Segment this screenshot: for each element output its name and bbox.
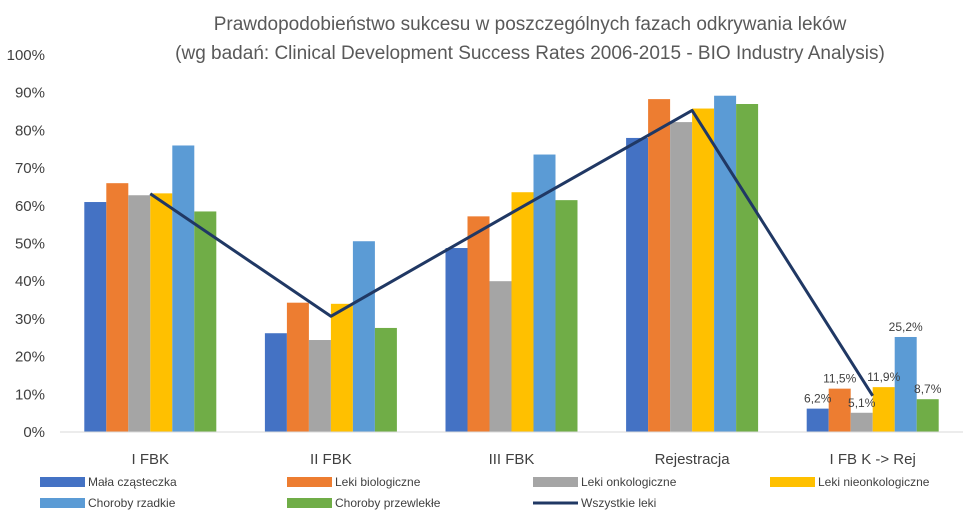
bar-choroby-przewlekle (736, 104, 759, 432)
all-drugs-line-layer (149, 108, 874, 397)
bar-choroby-rzadkie (533, 154, 556, 432)
legend-label: Wszystkie leki (581, 496, 656, 510)
bar-leki-onkologiczne (308, 340, 331, 432)
legend-label: Leki onkologiczne (581, 475, 677, 489)
y-tick-label: 90% (15, 85, 45, 102)
legend-label: Leki nieonkologiczne (818, 475, 930, 489)
bar-choroby-rzadkie (894, 336, 917, 432)
legend: Mała cząsteczka Leki biologiczne Leki onko… (40, 475, 930, 510)
data-label: 5,1% (848, 396, 876, 410)
bar-leki-biologiczne (828, 388, 851, 432)
y-tick-label: 30% (15, 311, 45, 328)
x-axis-categories: I FBK II FBK III FBK Rejestracja I FB K -> R… (132, 451, 916, 468)
legend-swatch (287, 477, 332, 487)
legend-label: Leki biologiczne (335, 475, 421, 489)
bar-leki-biologiczne (106, 183, 129, 432)
y-tick-label: 0% (23, 424, 45, 441)
chart-subtitle: (wg badań: Clinical Development Success … (175, 43, 885, 64)
x-category-label: I FB K -> Rej (830, 451, 916, 468)
y-tick-label: 80% (15, 122, 45, 139)
bar-leki-biologiczne (286, 302, 309, 432)
y-tick-label: 100% (7, 47, 45, 64)
bar-choroby-przewlekle (555, 200, 578, 432)
legend-item-leki-onkologiczne: Leki onkologiczne (533, 475, 677, 489)
legend-label: Mała cząsteczka (88, 475, 177, 489)
bar-mala-czasteczka (445, 248, 468, 432)
bar-choroby-przewlekle (194, 211, 217, 432)
legend-item-wszystkie-leki: Wszystkie leki (533, 496, 656, 510)
bar-leki-onkologiczne (850, 412, 873, 432)
bar-leki-nieonkologiczne (330, 303, 353, 432)
chart-title: Prawdopodobieństwo sukcesu w poszczególn… (214, 14, 847, 35)
bar-choroby-przewlekle (374, 327, 397, 432)
y-axis-ticks: 0% 10% 20% 30% 40% 50% 60% 70% 80% 90% 100% (7, 47, 45, 441)
data-label: 8,7% (914, 382, 942, 396)
data-label: 25,2% (889, 320, 923, 334)
bar-leki-onkologiczne (670, 122, 693, 432)
data-label: 11,5% (823, 372, 856, 386)
bar-choroby-rzadkie (352, 241, 375, 432)
y-tick-label: 20% (15, 349, 45, 366)
x-category-label: Rejestracja (655, 451, 731, 468)
x-category-label: III FBK (489, 451, 535, 468)
legend-item-choroby-rzadkie: Choroby rzadkie (40, 496, 176, 510)
legend-swatch (287, 498, 332, 508)
bar-leki-biologiczne (648, 99, 671, 432)
legend-item-leki-nieonkologiczne: Leki nieonkologiczne (770, 475, 930, 489)
bar-leki-nieonkologiczne (150, 193, 173, 432)
legend-item-choroby-przewlekle: Choroby przewlekłe (287, 496, 441, 510)
y-tick-label: 10% (15, 386, 45, 403)
bar-leki-nieonkologiczne (872, 387, 895, 432)
legend-swatch (40, 477, 85, 487)
bar-mala-czasteczka (84, 202, 107, 432)
bars (84, 95, 939, 433)
y-tick-label: 70% (15, 160, 45, 177)
legend-item-mala-czasteczka: Mała cząsteczka (40, 475, 177, 489)
bar-mala-czasteczka (626, 137, 649, 432)
bar-leki-onkologiczne (489, 281, 512, 432)
bar-mala-czasteczka (264, 333, 287, 432)
y-tick-label: 50% (15, 236, 45, 253)
bar-choroby-rzadkie (714, 95, 737, 432)
legend-label: Choroby przewlekłe (335, 496, 441, 510)
legend-label: Choroby rzadkie (88, 496, 176, 510)
bar-choroby-rzadkie (172, 145, 195, 433)
bar-leki-nieonkologiczne (511, 192, 534, 432)
legend-swatch (40, 498, 85, 508)
bar-leki-biologiczne (467, 216, 490, 432)
y-tick-label: 40% (15, 273, 45, 290)
data-labels: 6,2% 11,5% 5,1% 11,9% 25,2% 8,7% (804, 320, 942, 410)
bar-leki-nieonkologiczne (692, 108, 715, 432)
legend-swatch (770, 477, 815, 487)
x-category-label: I FBK (132, 451, 170, 468)
bar-mala-czasteczka (806, 408, 829, 432)
bar-choroby-przewlekle (916, 399, 939, 432)
x-category-label: II FBK (310, 451, 352, 468)
data-label: 11,9% (867, 370, 900, 384)
legend-item-leki-biologiczne: Leki biologiczne (287, 475, 421, 489)
data-label: 6,2% (804, 392, 832, 406)
y-tick-label: 60% (15, 198, 45, 215)
bar-leki-onkologiczne (128, 195, 151, 432)
line-all-drugs (149, 108, 874, 397)
legend-swatch (533, 477, 578, 487)
